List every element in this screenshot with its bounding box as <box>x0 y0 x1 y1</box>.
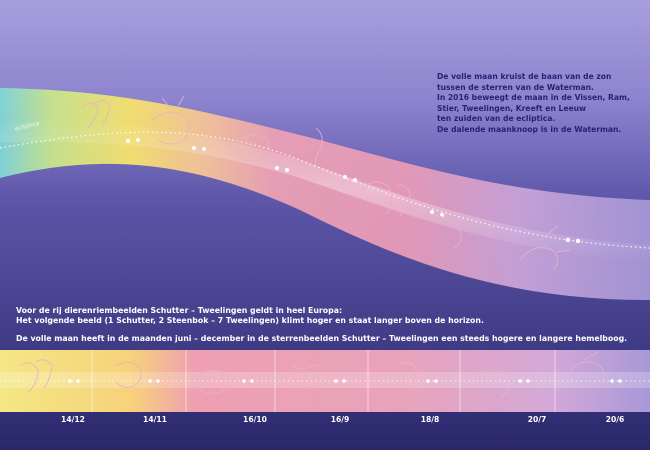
intro-line: De dalende maanknoop is in de Waterman. <box>437 124 622 134</box>
intro-line: De volle maan kruist de baan van de zon <box>437 72 612 81</box>
date-label: 14/12 <box>61 415 85 424</box>
date-label: 20/6 <box>605 415 625 424</box>
date-label: 16/10 <box>243 415 267 424</box>
band-figures <box>81 95 571 271</box>
intro-line: ten zuiden van de ecliptica. <box>437 114 556 124</box>
intro-line: Stier, Tweelingen, Kreeft en Leeuw <box>437 103 587 113</box>
date-label: 14/11 <box>143 415 167 424</box>
note-line-3: De volle maan heeft in de maanden juni –… <box>16 333 628 343</box>
date-label: 16/9 <box>330 415 350 424</box>
note-line-2: Het volgende beeld (1 Schutter, 2 Steenb… <box>16 316 484 326</box>
notes-text: Voor de rij dierenriembeelden Schutter –… <box>16 306 636 344</box>
intro-text: De volle maan kruist de baan van de zon … <box>437 72 637 136</box>
note-line-1: Voor de rij dierenriembeelden Schutter –… <box>16 306 343 315</box>
strip-dates: 14/12 14/11 16/10 16/9 18/8 20/7 20/6 <box>0 415 650 429</box>
intro-line: In 2016 beweegt de maan in de Vissen, Ra… <box>437 93 630 103</box>
date-label: 18/8 <box>420 415 440 424</box>
moon-dots <box>126 138 581 244</box>
intro-line: tussen de sterren van de Waterman. <box>437 82 594 92</box>
strip-figures <box>19 351 605 399</box>
date-label: 20/7 <box>527 415 547 424</box>
